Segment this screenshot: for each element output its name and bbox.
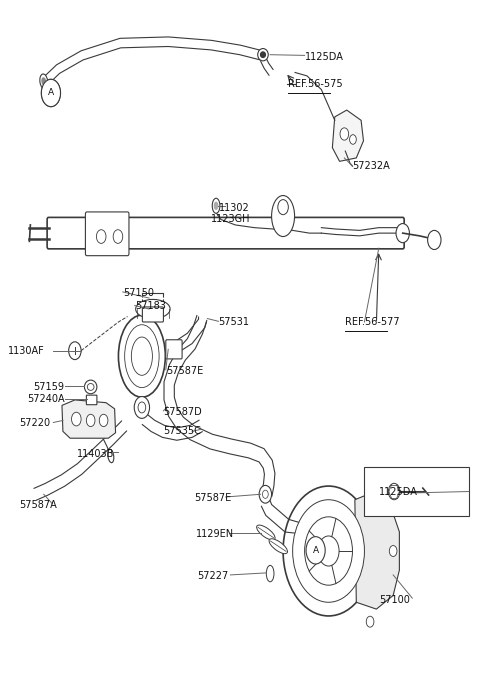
Circle shape [318, 536, 339, 566]
Text: A: A [312, 546, 319, 555]
Ellipse shape [269, 539, 288, 553]
Circle shape [259, 486, 272, 503]
FancyBboxPatch shape [86, 395, 97, 405]
Circle shape [366, 475, 374, 486]
Circle shape [72, 412, 81, 426]
Ellipse shape [258, 49, 268, 61]
Text: 57232A: 57232A [352, 161, 390, 171]
Circle shape [293, 500, 364, 602]
Circle shape [306, 536, 325, 564]
Text: REF.56-577: REF.56-577 [345, 317, 400, 327]
Polygon shape [332, 110, 363, 162]
Circle shape [283, 486, 374, 616]
Circle shape [263, 490, 268, 499]
Ellipse shape [132, 337, 153, 375]
Ellipse shape [212, 198, 220, 213]
Text: 11302: 11302 [218, 203, 249, 213]
Circle shape [113, 229, 123, 243]
Circle shape [389, 545, 397, 556]
Ellipse shape [84, 380, 97, 394]
Circle shape [349, 135, 356, 145]
Text: 57220: 57220 [19, 418, 50, 428]
Ellipse shape [119, 315, 165, 397]
Text: 57100: 57100 [379, 595, 409, 605]
Polygon shape [62, 400, 116, 438]
Ellipse shape [388, 484, 400, 500]
Circle shape [69, 342, 81, 360]
FancyBboxPatch shape [85, 212, 129, 256]
Ellipse shape [257, 525, 275, 540]
Text: 1130AF: 1130AF [8, 347, 45, 356]
Circle shape [41, 79, 60, 107]
Ellipse shape [42, 78, 46, 85]
Text: 57531: 57531 [218, 317, 250, 327]
Circle shape [96, 229, 106, 243]
Circle shape [86, 414, 95, 427]
Ellipse shape [125, 325, 159, 388]
Text: 57183: 57183 [135, 301, 166, 311]
Ellipse shape [108, 449, 114, 462]
Text: REF.56-575: REF.56-575 [288, 79, 343, 89]
FancyBboxPatch shape [143, 307, 163, 322]
Circle shape [134, 397, 150, 419]
Text: 1125DA: 1125DA [305, 52, 344, 62]
Text: 57150: 57150 [123, 288, 154, 298]
Circle shape [41, 79, 60, 107]
Text: 57535C: 57535C [163, 425, 201, 436]
Ellipse shape [40, 74, 48, 89]
FancyBboxPatch shape [47, 217, 404, 249]
Text: A: A [48, 88, 54, 97]
Text: 57587A: 57587A [19, 499, 57, 510]
Text: 1129EN: 1129EN [196, 529, 234, 539]
Ellipse shape [87, 384, 94, 390]
Bar [364, 467, 469, 516]
Ellipse shape [278, 199, 288, 214]
Text: 57227: 57227 [197, 571, 228, 582]
Ellipse shape [396, 223, 409, 242]
Text: 1125DA: 1125DA [379, 486, 418, 497]
Text: 57587D: 57587D [163, 407, 202, 417]
Polygon shape [355, 493, 399, 609]
FancyBboxPatch shape [166, 340, 182, 359]
Circle shape [340, 128, 348, 140]
Ellipse shape [272, 195, 295, 236]
Circle shape [366, 616, 374, 627]
Ellipse shape [266, 565, 274, 582]
Text: 57587E: 57587E [194, 493, 232, 503]
Text: 57587E: 57587E [166, 366, 203, 376]
Text: 57159: 57159 [33, 382, 64, 392]
Circle shape [305, 516, 352, 585]
Circle shape [138, 402, 146, 413]
Circle shape [99, 414, 108, 427]
Ellipse shape [261, 52, 265, 58]
Circle shape [428, 230, 441, 249]
Text: 1123GH: 1123GH [211, 214, 251, 224]
Text: 57240A: 57240A [27, 395, 65, 404]
Ellipse shape [136, 299, 170, 319]
Ellipse shape [215, 202, 218, 209]
Text: 11403B: 11403B [77, 449, 115, 459]
